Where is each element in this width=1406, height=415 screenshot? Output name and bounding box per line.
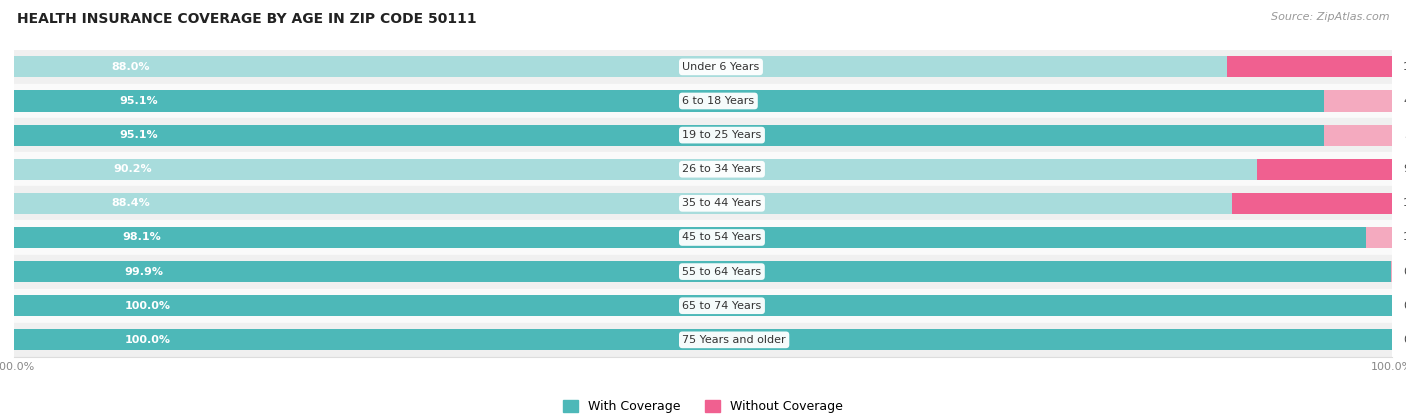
Bar xyxy=(14,261,1391,282)
Text: 0.15%: 0.15% xyxy=(1403,266,1406,276)
Text: 55 to 64 Years: 55 to 64 Years xyxy=(682,266,762,276)
Text: Under 6 Years: Under 6 Years xyxy=(682,62,759,72)
Bar xyxy=(1257,159,1392,180)
Bar xyxy=(14,152,1392,186)
Bar xyxy=(1391,261,1392,282)
Text: 90.2%: 90.2% xyxy=(114,164,152,174)
Text: 1.9%: 1.9% xyxy=(1403,232,1406,242)
Text: 95.1%: 95.1% xyxy=(120,130,157,140)
Bar xyxy=(14,159,1257,180)
Text: 12.0%: 12.0% xyxy=(1403,62,1406,72)
Text: 0.0%: 0.0% xyxy=(1403,301,1406,311)
Text: HEALTH INSURANCE COVERAGE BY AGE IN ZIP CODE 50111: HEALTH INSURANCE COVERAGE BY AGE IN ZIP … xyxy=(17,12,477,27)
Text: 88.4%: 88.4% xyxy=(111,198,150,208)
Text: 95.1%: 95.1% xyxy=(120,96,157,106)
Text: 4.9%: 4.9% xyxy=(1403,96,1406,106)
Bar xyxy=(14,90,1324,112)
Bar xyxy=(14,295,1392,316)
Bar xyxy=(14,289,1392,323)
Bar xyxy=(14,50,1392,84)
Text: 65 to 74 Years: 65 to 74 Years xyxy=(682,301,762,311)
Bar xyxy=(14,323,1392,357)
Bar xyxy=(1365,227,1392,248)
Text: 26 to 34 Years: 26 to 34 Years xyxy=(682,164,762,174)
Text: 11.6%: 11.6% xyxy=(1403,198,1406,208)
Text: 9.8%: 9.8% xyxy=(1403,164,1406,174)
Text: Source: ZipAtlas.com: Source: ZipAtlas.com xyxy=(1271,12,1389,22)
Bar xyxy=(1232,193,1392,214)
Text: 45 to 54 Years: 45 to 54 Years xyxy=(682,232,762,242)
Bar xyxy=(14,186,1392,220)
Bar xyxy=(14,84,1392,118)
Bar xyxy=(14,56,1226,78)
Bar xyxy=(14,193,1232,214)
Bar xyxy=(1226,56,1392,78)
Text: 99.9%: 99.9% xyxy=(124,266,163,276)
Text: 6 to 18 Years: 6 to 18 Years xyxy=(682,96,755,106)
Bar xyxy=(14,220,1392,254)
Bar xyxy=(1392,329,1406,350)
Text: 0.0%: 0.0% xyxy=(1403,335,1406,345)
Text: 75 Years and older: 75 Years and older xyxy=(682,335,786,345)
Bar xyxy=(1392,295,1406,316)
Legend: With Coverage, Without Coverage: With Coverage, Without Coverage xyxy=(558,395,848,415)
Text: 100.0%: 100.0% xyxy=(124,301,170,311)
Text: 98.1%: 98.1% xyxy=(122,232,160,242)
Bar xyxy=(1324,90,1392,112)
Text: 100.0%: 100.0% xyxy=(124,335,170,345)
Text: 35 to 44 Years: 35 to 44 Years xyxy=(682,198,762,208)
Bar xyxy=(14,254,1392,289)
Bar xyxy=(14,118,1392,152)
Bar xyxy=(14,227,1365,248)
Bar xyxy=(14,124,1324,146)
Bar xyxy=(14,329,1392,350)
Text: 19 to 25 Years: 19 to 25 Years xyxy=(682,130,762,140)
Bar xyxy=(1324,124,1393,146)
Text: 88.0%: 88.0% xyxy=(111,62,149,72)
Text: 5.0%: 5.0% xyxy=(1405,130,1406,140)
